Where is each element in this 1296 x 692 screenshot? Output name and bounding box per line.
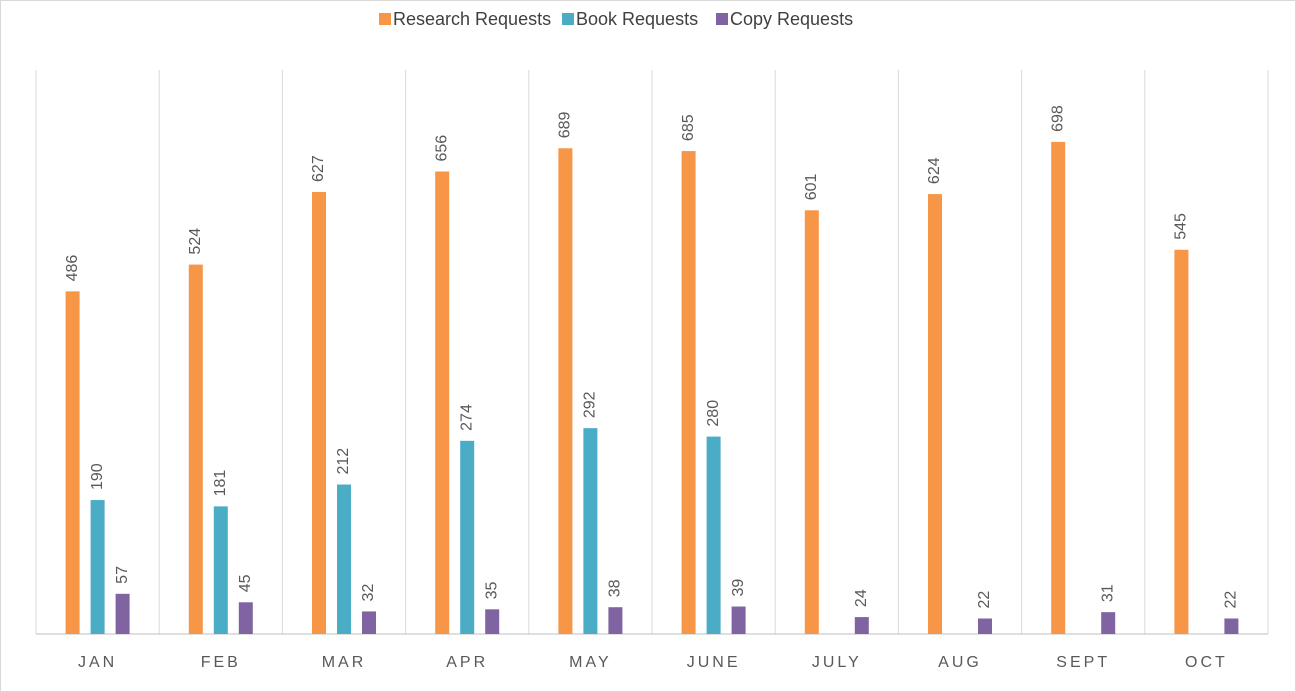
bar xyxy=(1101,612,1116,634)
data-label: 57 xyxy=(114,566,131,584)
data-label: 656 xyxy=(433,135,450,162)
bar xyxy=(608,607,623,634)
bar xyxy=(460,440,475,634)
bar xyxy=(362,611,376,634)
legend-label: Copy Requests xyxy=(730,9,853,29)
bar xyxy=(435,171,450,634)
bar xyxy=(583,428,598,634)
legend-label: Research Requests xyxy=(393,9,551,29)
data-label: 22 xyxy=(1223,591,1240,609)
data-label: 292 xyxy=(582,391,599,418)
x-tick-label: JAN xyxy=(78,654,117,671)
bar xyxy=(804,210,819,635)
bar xyxy=(188,264,203,634)
data-label: 524 xyxy=(187,228,204,255)
x-tick-label: FEB xyxy=(201,654,241,671)
bar xyxy=(115,593,130,634)
bar xyxy=(312,191,326,634)
data-label: 45 xyxy=(237,574,254,592)
data-label: 545 xyxy=(1173,213,1190,240)
x-tick-label: AUG xyxy=(938,654,982,671)
x-tick-label: MAY xyxy=(569,654,611,671)
bar xyxy=(731,606,746,634)
x-tick-label: MAR xyxy=(322,654,367,671)
legend-swatch xyxy=(562,13,574,25)
data-label: 689 xyxy=(557,111,574,138)
data-label: 38 xyxy=(607,579,624,597)
bar xyxy=(485,609,500,634)
data-label: 280 xyxy=(705,400,722,427)
legend-swatch xyxy=(716,13,728,25)
data-label: 274 xyxy=(458,404,475,431)
legend-swatch xyxy=(379,13,391,25)
bar xyxy=(213,506,228,634)
bar xyxy=(65,291,80,634)
bar xyxy=(854,617,869,634)
legend-label: Book Requests xyxy=(576,9,698,29)
data-label: 39 xyxy=(730,579,747,597)
data-label: 24 xyxy=(853,589,870,607)
data-label: 32 xyxy=(360,584,377,602)
bar xyxy=(90,500,105,634)
data-label: 31 xyxy=(1099,584,1116,602)
bar xyxy=(558,148,573,634)
data-label: 22 xyxy=(976,591,993,609)
x-tick-label: JULY xyxy=(812,654,862,671)
data-label: 181 xyxy=(212,470,229,497)
x-tick-label: SEPT xyxy=(1056,654,1110,671)
bar xyxy=(1174,249,1189,634)
x-tick-label: OCT xyxy=(1185,654,1228,671)
bar xyxy=(681,151,696,634)
bar xyxy=(337,484,351,634)
bar xyxy=(928,194,942,634)
data-label: 624 xyxy=(926,157,943,184)
x-tick-label: APR xyxy=(446,654,488,671)
x-tick-label: JUNE xyxy=(687,654,741,671)
bar xyxy=(1051,141,1066,634)
data-label: 190 xyxy=(89,463,106,490)
data-label: 685 xyxy=(680,114,697,141)
data-label: 601 xyxy=(803,173,820,200)
data-label: 627 xyxy=(310,155,327,182)
bar xyxy=(238,602,253,634)
data-label: 698 xyxy=(1049,105,1066,132)
data-label: 212 xyxy=(335,448,352,475)
data-label: 486 xyxy=(64,255,81,282)
bar xyxy=(1224,618,1239,634)
bar xyxy=(706,436,721,634)
data-label: 35 xyxy=(483,581,500,599)
bar xyxy=(978,618,992,634)
